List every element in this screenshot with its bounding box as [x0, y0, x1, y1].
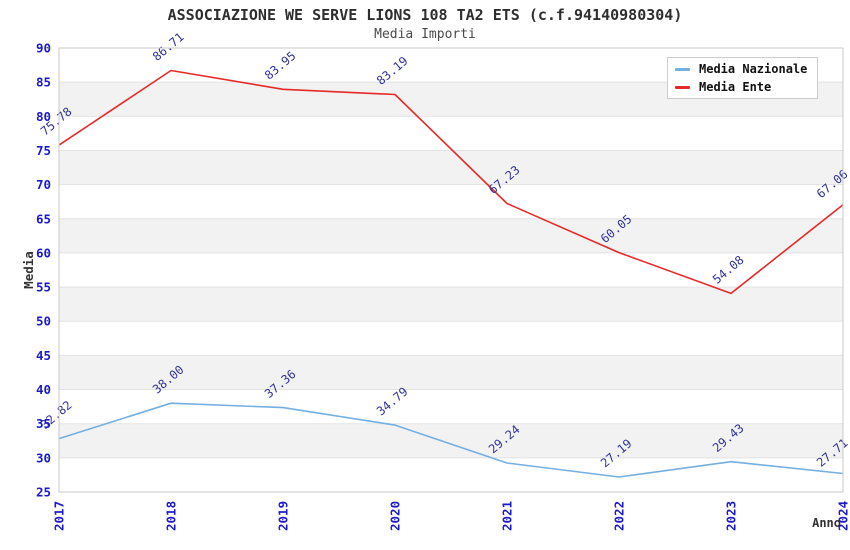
y-tick-label: 70	[36, 177, 51, 192]
legend-item-media-nazionale: Media Nazionale	[675, 62, 807, 76]
x-tick-label: 2018	[164, 501, 179, 531]
x-tick-label: 2019	[276, 501, 291, 531]
chart-subtitle: Media Importi	[374, 27, 476, 42]
legend-label-media-nazionale: Media Nazionale	[699, 62, 808, 76]
data-label: 54.08	[710, 253, 747, 287]
y-tick-label: 85	[36, 75, 51, 90]
y-tick-label: 50	[36, 314, 51, 329]
y-tick-label: 60	[36, 245, 51, 260]
series-line-media-ente	[58, 69, 844, 295]
x-tick-label: 2017	[52, 501, 67, 531]
y-tick-label: 90	[36, 41, 51, 56]
y-axis-title: Media	[21, 251, 36, 289]
grid-band	[59, 218, 843, 253]
x-tick-label: 2024	[836, 501, 850, 531]
legend-label-media-ente: Media Ente	[699, 80, 772, 94]
plot-border	[58, 47, 844, 493]
legend-swatch-media-ente-icon	[675, 85, 690, 89]
y-tick-label: 55	[36, 280, 51, 295]
legend-swatch-media-nazionale-icon	[675, 67, 690, 71]
grid-band	[59, 150, 843, 185]
chart-title: ASSOCIAZIONE WE SERVE LIONS 108 TA2 ETS …	[167, 6, 683, 24]
legend: Media Nazionale Media Ente	[667, 57, 819, 99]
y-tick-label: 80	[36, 109, 51, 124]
grid-band	[59, 423, 843, 458]
y-tick-label: 40	[36, 382, 51, 397]
data-label: 86.71	[150, 30, 187, 64]
y-tick-label: 45	[36, 348, 51, 363]
grid-band	[59, 287, 843, 322]
x-tick-label: 2023	[724, 501, 739, 531]
y-tick-label: 25	[36, 485, 51, 500]
y-tick-label: 75	[36, 143, 51, 158]
x-tick-label: 2022	[612, 501, 627, 531]
grid-band	[59, 355, 843, 390]
y-tick-label: 35	[36, 416, 51, 431]
y-tick-label: 30	[36, 450, 51, 465]
legend-item-media-ente: Media Ente	[675, 80, 807, 94]
x-tick-label: 2021	[500, 501, 515, 531]
x-tick-label: 2020	[388, 501, 403, 531]
x-axis-title: Anno	[812, 516, 841, 530]
series-line-media-nazionale	[58, 402, 844, 478]
data-label: 83.95	[262, 49, 299, 83]
y-tick-label: 65	[36, 211, 51, 226]
